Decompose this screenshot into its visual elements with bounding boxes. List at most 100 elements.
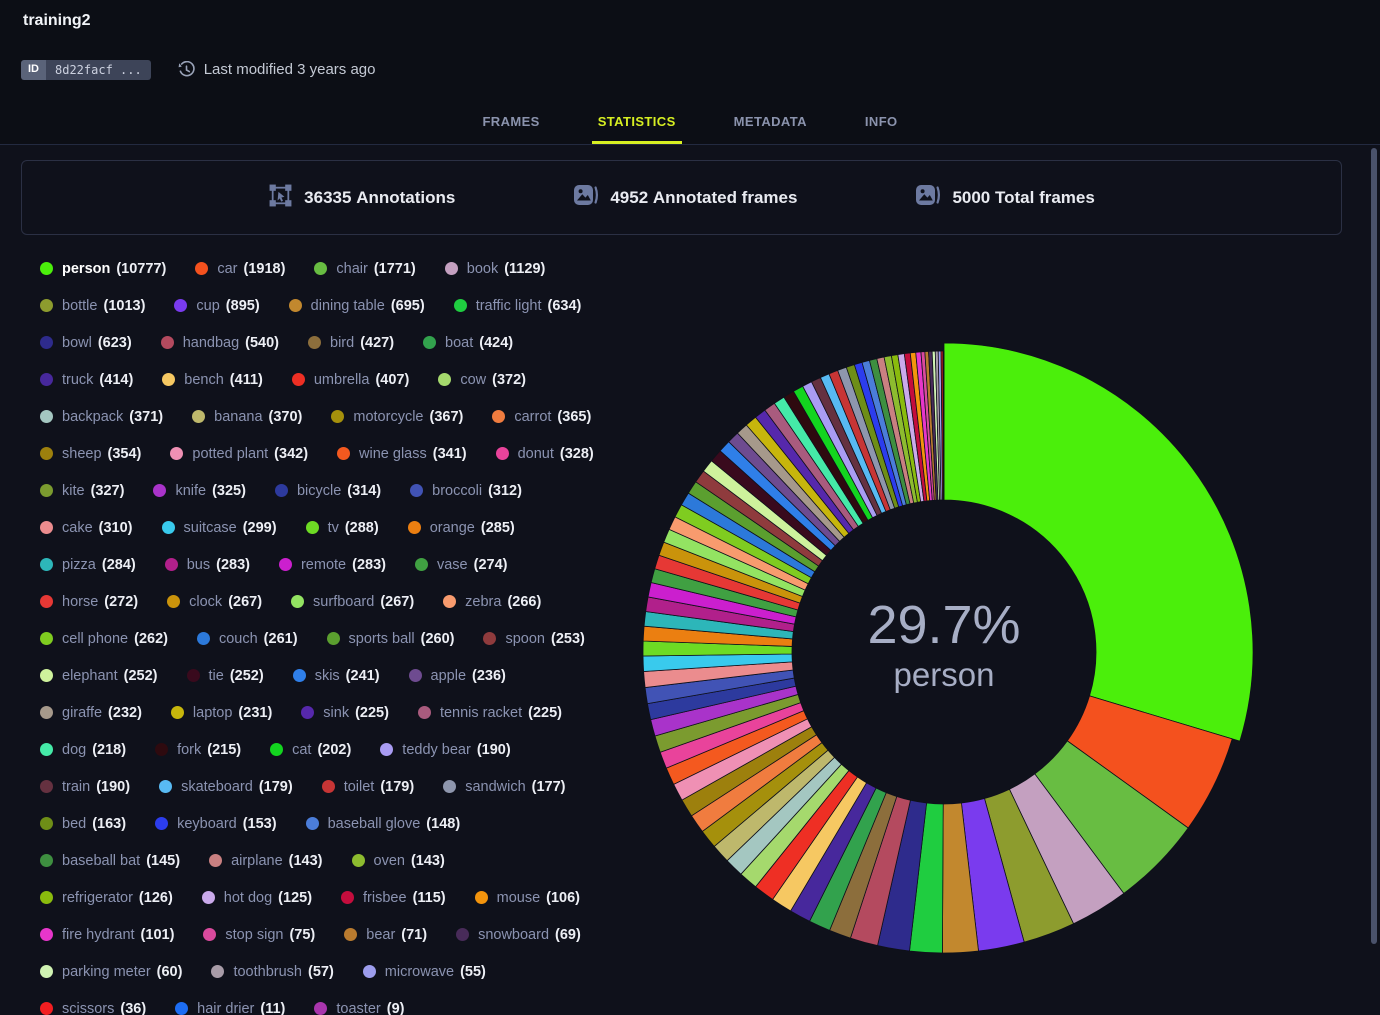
class-name: kite [62,482,85,499]
class-name: bus [186,556,211,573]
legend-item[interactable]: scissors (36) [40,1001,146,1015]
legend-item[interactable]: wine glass (341) [337,446,467,462]
legend-item[interactable]: zebra (266) [443,594,541,610]
legend-item[interactable]: hot dog (125) [201,890,312,906]
legend-item[interactable]: dog (218) [40,742,126,758]
legend-item[interactable]: donut (328) [495,446,594,462]
legend-item[interactable]: bicycle (314) [274,483,381,499]
legend-item[interactable]: keyboard (153) [155,816,277,832]
legend-item[interactable]: sandwich (177) [443,779,566,795]
legend-item[interactable]: dining table (695) [288,298,425,314]
class-count: (9) [386,1000,405,1015]
legend-item[interactable]: apple (236) [408,668,506,684]
legend-item[interactable]: airplane (143) [209,853,323,869]
legend-item[interactable]: frisbee (115) [341,890,446,906]
legend-item[interactable]: spoon (253) [483,631,585,647]
legend-item[interactable]: tv (288) [305,519,379,536]
tab-statistics[interactable]: STATISTICS [591,114,682,144]
legend-item[interactable]: surfboard (267) [291,594,414,610]
tab-metadata[interactable]: METADATA [733,114,807,129]
legend-item[interactable]: laptop (231) [170,704,272,721]
legend-item[interactable]: cell phone (262) [40,631,168,647]
legend-item[interactable]: elephant (252) [40,668,158,684]
legend-item[interactable]: sports ball (260) [326,631,454,647]
legend-item[interactable]: bottle (1013) [40,298,145,314]
legend-item[interactable]: baseball bat (145) [40,853,180,869]
legend-item[interactable]: sheep (354) [40,446,141,462]
class-count: (153) [242,815,277,832]
legend-item[interactable]: parking meter (60) [40,964,182,980]
legend-item[interactable]: banana (370) [192,409,302,425]
legend-item[interactable]: motorcycle (367) [331,409,463,425]
legend-item[interactable]: traffic light (634) [453,297,581,314]
legend-item[interactable]: truck (414) [40,372,133,388]
legend-item[interactable]: skateboard (179) [159,779,293,795]
legend-item[interactable]: car (1918) [195,261,285,277]
legend-item[interactable]: hair drier (11) [175,1001,285,1015]
legend-item[interactable]: broccoli (312) [410,483,522,499]
class-name: cow [460,371,487,388]
legend-item[interactable]: boat (424) [423,335,513,351]
legend-item[interactable]: cow (372) [438,372,526,388]
legend-item[interactable]: orange (285) [407,520,515,536]
legend-item[interactable]: baseball glove (148) [305,815,460,832]
legend-item[interactable]: backpack (371) [40,409,163,425]
class-name: traffic light [475,297,542,314]
class-name: dog [62,741,87,758]
legend-item[interactable]: bench (411) [162,372,263,388]
legend-item[interactable]: vase (274) [414,557,507,573]
class-name: tie [208,667,224,684]
legend-item[interactable]: bear (71) [344,927,427,943]
legend-item[interactable]: chair (1771) [314,261,416,277]
legend-item[interactable]: cake (310) [40,520,133,536]
legend-item[interactable]: skis (241) [292,668,380,684]
id-badge[interactable]: ID 8d22facf ... [21,59,151,80]
legend-item[interactable]: knife (325) [153,483,246,499]
tab-info[interactable]: INFO [864,114,898,129]
legend-item[interactable]: bed (163) [40,816,126,832]
legend-item[interactable]: cup (895) [174,297,260,314]
legend-item[interactable]: clock (267) [167,594,262,610]
legend-item[interactable]: handbag (540) [160,335,279,351]
legend-item[interactable]: couch (261) [196,631,298,647]
legend-item[interactable]: refrigerator (126) [40,890,173,906]
class-name: laptop [192,704,233,721]
legend-item[interactable]: tie (252) [186,667,264,684]
legend-item[interactable]: cat (202) [270,742,351,758]
legend-item[interactable]: sink (225) [301,705,389,721]
legend-item[interactable]: stop sign (75) [203,927,315,943]
class-name: tv [327,519,339,536]
legend-item[interactable]: giraffe (232) [40,705,142,721]
legend-item[interactable]: toothbrush (57) [211,964,334,980]
legend-item[interactable]: microwave (55) [362,964,486,980]
legend-item[interactable]: umbrella (407) [291,372,409,388]
legend-item[interactable]: mouse (106) [474,890,580,906]
scrollbar-thumb[interactable] [1371,148,1377,944]
legend-item[interactable]: book (1129) [444,261,545,277]
legend-item[interactable]: toilet (179) [321,779,414,795]
legend-item[interactable]: train (190) [40,779,130,795]
donut-slice-person[interactable] [943,342,1254,742]
legend-item[interactable]: suitcase (299) [161,520,277,536]
legend-item[interactable]: pizza (284) [40,557,136,573]
class-name: baseball glove [327,815,421,832]
legend-item[interactable]: fire hydrant (101) [40,927,174,943]
legend-item[interactable]: tennis racket (225) [417,705,562,721]
legend-item[interactable]: bird (427) [308,335,394,351]
legend-item[interactable]: toaster (9) [314,1001,404,1015]
legend-item[interactable]: person (10777) [40,261,166,277]
annotated-frames-stat: 4952 Annotated frames [573,183,797,212]
class-count: (895) [225,297,260,314]
legend-item[interactable]: kite (327) [40,483,124,499]
legend-item[interactable]: potted plant (342) [170,446,308,462]
legend-item[interactable]: teddy bear (190) [380,742,511,758]
legend-item[interactable]: remote (283) [278,557,386,573]
legend-item[interactable]: snowboard (69) [456,927,581,943]
legend-item[interactable]: horse (272) [40,594,138,610]
legend-item[interactable]: oven (143) [351,853,445,869]
legend-item[interactable]: fork (215) [155,742,241,758]
legend-item[interactable]: bus (283) [164,556,250,573]
legend-item[interactable]: carrot (365) [492,409,591,425]
tab-frames[interactable]: FRAMES [482,114,540,129]
legend-item[interactable]: bowl (623) [40,335,132,351]
